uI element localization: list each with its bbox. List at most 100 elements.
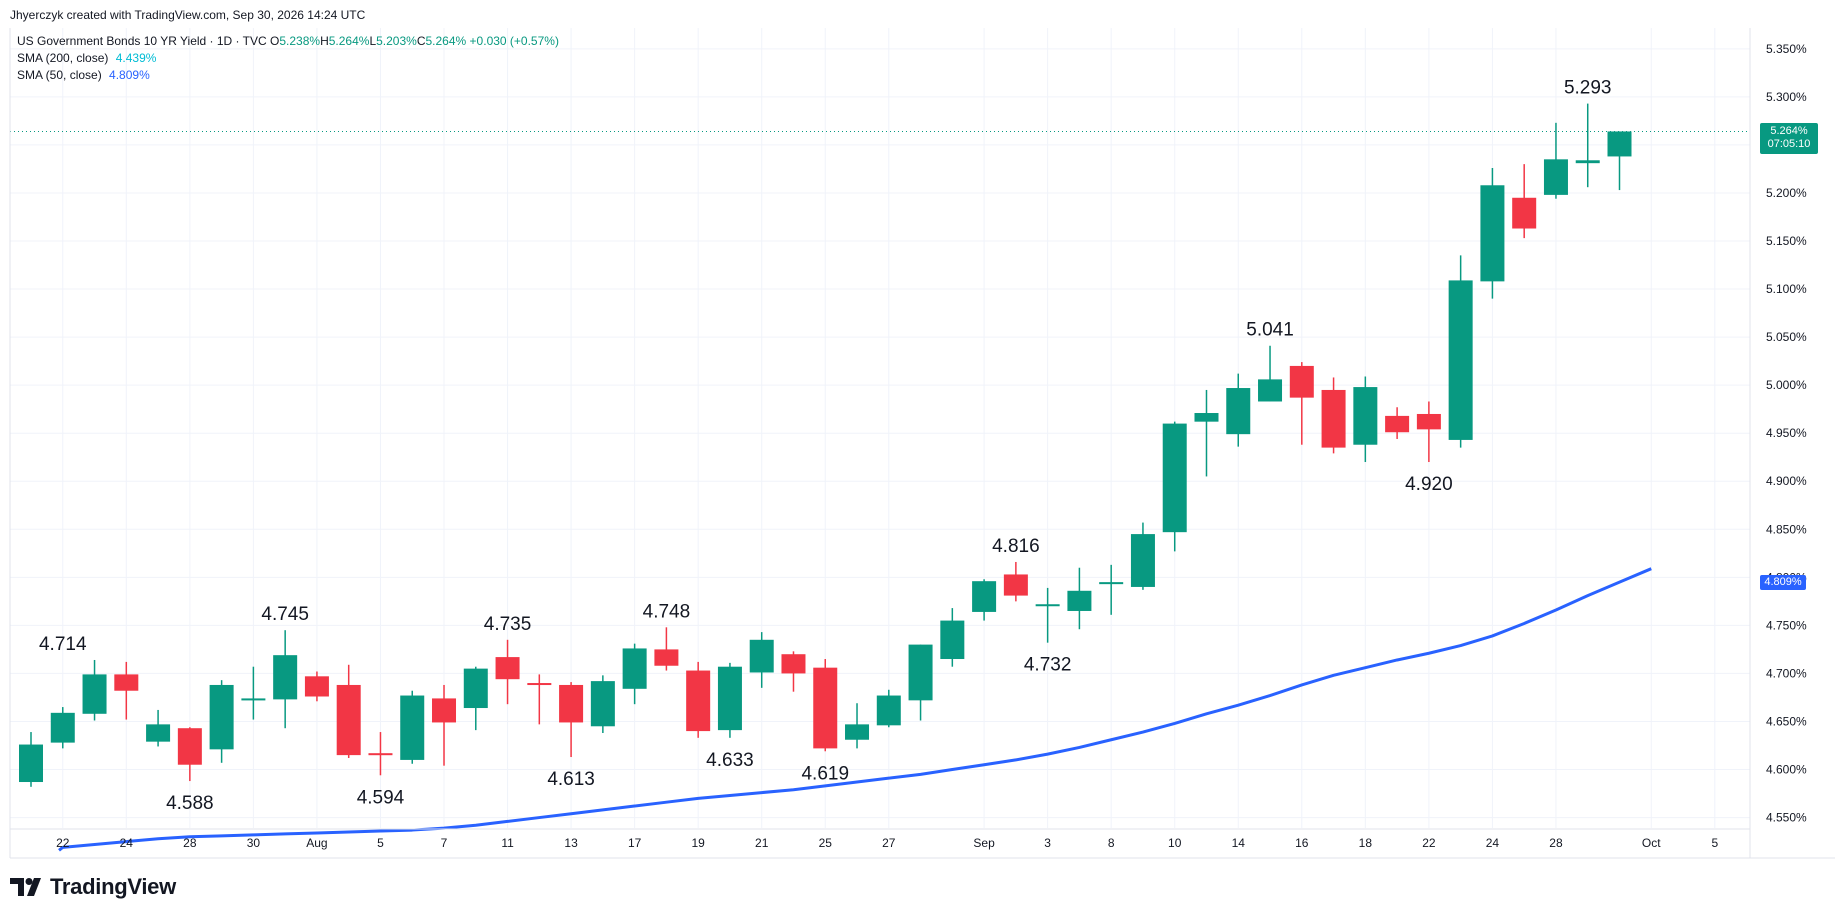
x-tick-label: Sep [973,836,995,850]
candle-body [241,698,266,701]
legend-change: +0.030 (+0.57%) [469,34,559,48]
candle [432,684,457,766]
candle [1035,587,1060,643]
legend-sma200[interactable]: SMA (200, close) 4.439% [17,51,156,65]
candle [590,675,615,734]
candle [1543,122,1568,199]
candle [336,664,361,758]
y-tick-label: 4.550% [1766,811,1807,825]
candle [1416,401,1441,463]
candle [368,732,393,776]
sma50-tag-value: 4.809% [1764,575,1802,588]
candle-body [400,695,425,760]
candle [1194,389,1219,477]
candle-body [686,670,711,732]
sma200-value: 4.439% [115,51,157,65]
candle-body [972,581,997,612]
x-tick-label: 16 [1295,836,1309,850]
candle [209,680,234,763]
candle [1130,522,1155,590]
candle-body [1543,159,1568,195]
last-price-value: 5.264% [1770,125,1808,138]
candle [50,707,75,749]
candle-body [1575,160,1600,164]
candle [400,690,425,764]
candle-body [19,744,43,783]
countdown-value: 07:05:10 [1767,138,1811,151]
x-tick-label: 22 [1422,836,1436,850]
ohlc-label-o: O [270,34,280,48]
x-tick-label: 5 [377,836,384,850]
candle-body [1512,197,1537,229]
legend-sma50[interactable]: SMA (50, close) 4.809% [17,68,150,82]
price-annotation: 4.748 [643,601,691,622]
candle [1385,407,1410,439]
x-tick-label: Aug [306,836,327,850]
candle-body [1099,582,1124,585]
brand-name: TradingView [50,874,176,899]
candle [686,661,711,738]
price-annotation: 4.588 [166,793,214,814]
candle-body [1385,415,1410,433]
price-annotation: 4.735 [484,614,532,635]
candles [19,103,1632,787]
candle [1258,345,1283,402]
x-tick-label: 11 [501,836,514,850]
candle-body [845,724,870,740]
candle-body [717,666,742,731]
candle-body [781,654,806,674]
candle-body [1321,389,1346,448]
y-tick-label: 5.100% [1766,282,1807,296]
ohlc-value-o: 5.238% [279,34,321,48]
candle-body [368,753,393,756]
y-tick-label: 5.150% [1766,234,1807,248]
sma-50-layer [58,567,1652,852]
candle-body [304,676,329,697]
x-tick-label: 25 [819,836,833,850]
candle-body [432,698,457,723]
legend-main[interactable]: US Government Bonds 10 YR Yield · 1D · T… [17,34,559,48]
candle [1099,564,1124,615]
x-tick-label: Oct [1642,836,1661,850]
price-annotation: 4.920 [1405,474,1453,495]
candle [908,644,933,721]
candle-body [1258,379,1283,402]
candle-body [336,684,361,756]
candle [1607,131,1632,191]
x-tick-label: 24 [1486,836,1500,850]
candle [1480,167,1505,299]
price-annotation: 4.745 [261,604,309,625]
ohlc-value-c: 5.264% [425,34,467,48]
axes: 4.550%4.600%4.650%4.700%4.750%4.800%4.85… [9,28,1835,859]
x-tick-label: 18 [1359,836,1373,850]
attribution: Jhyerczyk created with TradingView.com, … [10,8,366,22]
tradingview-logo-icon [10,878,41,896]
candle-body [1416,413,1441,430]
candle-body [82,674,107,714]
price-annotation: 4.816 [992,536,1040,557]
tradingview-logo[interactable]: TradingView [10,874,176,900]
y-tick-label: 4.650% [1766,714,1807,728]
candle-body [749,639,774,673]
candle [1575,103,1600,188]
x-tick-label: 7 [441,836,448,850]
y-tick-label: 4.900% [1766,474,1807,488]
candle [1512,164,1537,239]
candle [972,579,997,621]
candle [495,639,520,705]
x-tick-label: 27 [882,836,896,850]
candle [749,632,774,688]
grid [10,28,1750,828]
candle [1003,561,1028,602]
candle-body [1035,604,1060,607]
candle-body [463,668,488,709]
y-tick-label: 5.200% [1766,186,1807,200]
x-tick-label: 28 [183,836,197,850]
candle [876,689,901,728]
candle-body [527,683,552,686]
y-tick-label: 4.850% [1766,522,1807,536]
candle-body [114,674,139,691]
candle [845,703,870,749]
sma50-label: SMA (50, close) [17,68,102,82]
